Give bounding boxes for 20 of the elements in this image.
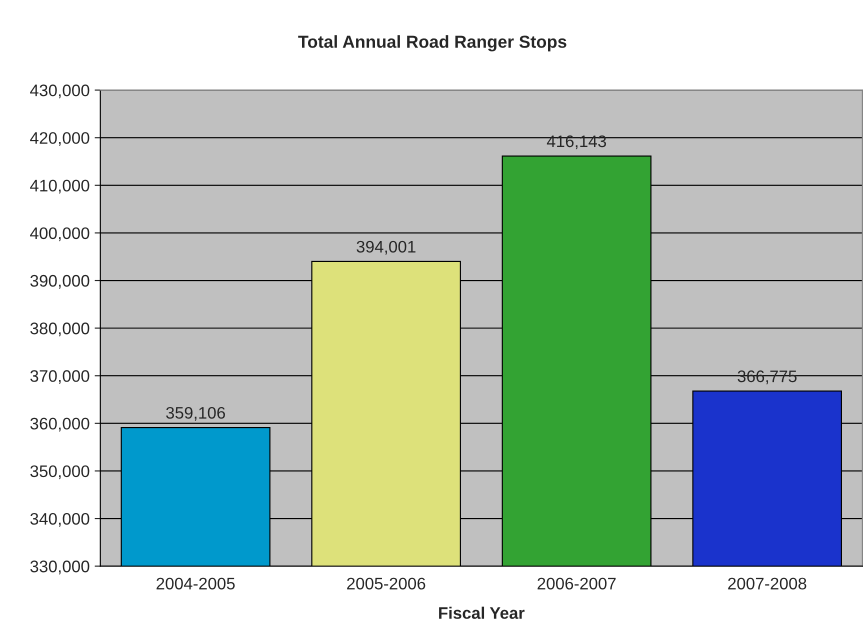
y-tick-label: 350,000 [30, 465, 90, 480]
data-label: 394,001 [356, 240, 416, 255]
y-tick-label: 340,000 [30, 512, 90, 527]
x-axis-title: Fiscal Year [439, 606, 525, 619]
x-tick-label: 2007-2008 [728, 578, 806, 590]
y-tick-label: 420,000 [30, 132, 90, 146]
y-tick-label: 430,000 [30, 84, 90, 98]
data-label: 416,143 [546, 135, 606, 150]
y-tick-label: 330,000 [30, 560, 90, 574]
x-tick-label: 2004-2005 [156, 578, 235, 590]
y-tick-label: 390,000 [30, 274, 90, 289]
y-tick-label: 370,000 [30, 370, 90, 384]
y-tick-label: 360,000 [30, 418, 90, 432]
x-tick-label: 2006-2007 [538, 578, 616, 590]
y-tick-label: 410,000 [30, 180, 90, 194]
chart-title: Total Annual Road Ranger Stops [298, 35, 566, 52]
data-label: 359,106 [166, 406, 225, 421]
y-tick-label: 400,000 [30, 227, 90, 242]
y-tick-label: 380,000 [30, 322, 90, 336]
x-tick-label: 2005-2006 [347, 578, 426, 590]
